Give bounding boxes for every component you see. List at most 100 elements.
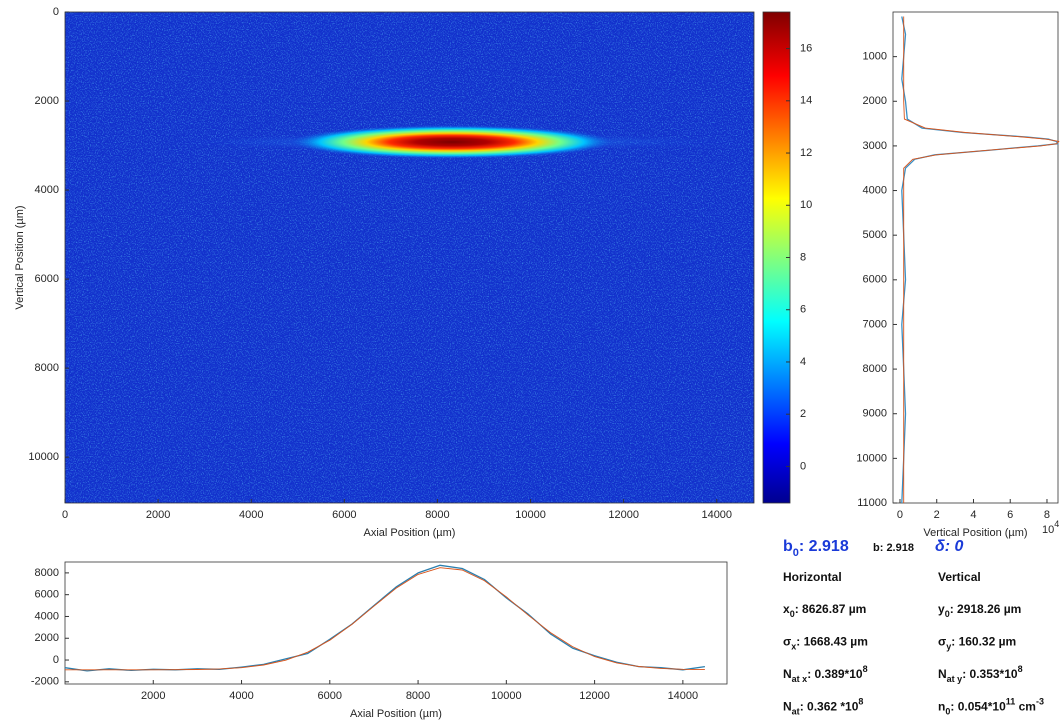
text-segment: : 0.353*10	[962, 667, 1018, 681]
x-tick-label: 2000	[146, 509, 170, 521]
y-tick-label: 6000	[863, 274, 887, 286]
text-segment: at	[792, 707, 800, 717]
y-tick-label: 10000	[856, 452, 887, 464]
colorbar-tick-label: 0	[800, 460, 806, 472]
text-segment: x	[791, 642, 796, 652]
heatmap-cloud	[287, 125, 617, 159]
y-tick-label: 11000	[857, 497, 887, 509]
b-value: b: 2.918	[873, 542, 914, 554]
x-tick-label: 4000	[229, 690, 253, 702]
y-axis-label: Vertical Position (µm)	[14, 205, 26, 309]
x-axis-label: Axial Position (µm)	[364, 527, 456, 539]
x-tick-label: 2	[934, 509, 940, 521]
text-segment: : 8626.87 µm	[795, 602, 867, 616]
x-tick-label: 6000	[318, 690, 342, 702]
x-tick-label: 8	[1044, 509, 1050, 521]
text-segment: y	[938, 602, 945, 616]
text-segment: : 0.389*10	[807, 667, 863, 681]
x-tick-label: 6000	[332, 509, 356, 521]
text-segment: 0	[945, 609, 950, 619]
y-tick-label: 2000	[863, 95, 887, 107]
x-tick-label: 10000	[491, 690, 522, 702]
y-tick-label: 10000	[28, 451, 59, 463]
heatmap-image	[65, 12, 754, 503]
x-tick-label: 8000	[406, 690, 430, 702]
y-tick-label: -2000	[31, 676, 59, 688]
delta-value: δ: 0	[935, 538, 964, 555]
fit-value: n0: 0.054*1011 cm-3	[938, 697, 1044, 717]
text-segment: 0	[790, 609, 795, 619]
text-segment: 8	[858, 697, 863, 707]
text-segment: at x	[792, 674, 808, 684]
x-tick-label: 4000	[239, 509, 263, 521]
y-tick-label: 5000	[863, 229, 887, 241]
colorbar-tick-label: 4	[800, 356, 806, 368]
text-segment: : 2.918	[799, 538, 849, 555]
colorbar-frame	[762, 11, 791, 504]
colorbar-tick-label: 16	[800, 42, 812, 54]
axis-multiplier: 104	[1042, 519, 1059, 536]
x-tick-label: 14000	[701, 509, 732, 521]
text-segment: 8	[1018, 664, 1023, 674]
y-tick-label: 9000	[863, 408, 887, 420]
fit-value: σy: 160.32 µm	[938, 635, 1016, 652]
text-segment: -3	[1036, 697, 1044, 707]
colorbar-tick-label: 14	[800, 95, 812, 107]
colorbar-tick-label: 2	[800, 408, 806, 420]
text-segment: 8	[863, 664, 868, 674]
y-tick-label: 8000	[863, 363, 887, 375]
colorbar-tick-label: 8	[800, 251, 806, 263]
y-tick-label: 8000	[35, 362, 59, 374]
plot-frame	[64, 11, 755, 504]
fit-value: Nat x: 0.389*108	[783, 664, 868, 684]
fit-value: x0: 8626.87 µm	[783, 602, 866, 619]
text-segment: : 2918.26 µm	[950, 602, 1022, 616]
profile-line	[903, 16, 1060, 503]
y-tick-label: 8000	[35, 567, 59, 579]
text-segment: N	[938, 667, 947, 681]
x-tick-label: 8000	[425, 509, 449, 521]
b0-value: b0: 2.918	[783, 538, 849, 559]
text-segment: n	[938, 700, 945, 714]
colorbar-tick-label: 12	[800, 147, 812, 159]
text-segment: 0	[793, 547, 799, 559]
x-axis-label: Vertical Position (µm)	[923, 527, 1027, 539]
x-axis-label: Axial Position (µm)	[350, 708, 442, 720]
text-segment: b	[783, 538, 793, 555]
text-segment: y	[946, 642, 951, 652]
x-tick-label: 0	[62, 509, 68, 521]
x-tick-label: 2000	[141, 690, 165, 702]
text-segment: σ	[783, 635, 791, 649]
fit-value: σx: 1668.43 µm	[783, 635, 868, 652]
column-title: Vertical	[938, 570, 981, 584]
text-segment: σ	[938, 635, 946, 649]
x-tick-label: 6	[1007, 509, 1013, 521]
profile-line	[65, 567, 705, 671]
text-segment: 11	[1006, 697, 1016, 707]
fit-value: y0: 2918.26 µm	[938, 602, 1021, 619]
fit-value: Nat: 0.362 *108	[783, 697, 863, 717]
text-segment: at y	[947, 674, 963, 684]
y-tick-label: 2000	[35, 95, 59, 107]
y-tick-label: 6000	[35, 273, 59, 285]
colorbar-tick-label: 6	[800, 304, 806, 316]
text-segment: x	[783, 602, 790, 616]
text-segment: cm	[1015, 700, 1036, 714]
text-segment: : 0.362 *10	[800, 700, 859, 714]
x-tick-label: 4	[970, 509, 976, 521]
x-tick-label: 12000	[579, 690, 610, 702]
y-tick-label: 4000	[863, 184, 887, 196]
text-segment: N	[783, 667, 792, 681]
y-tick-label: 4000	[35, 610, 59, 622]
heatmap-noise	[65, 12, 754, 503]
text-segment: 0	[945, 707, 950, 717]
plot-frame	[892, 11, 1059, 504]
y-tick-label: 0	[53, 6, 59, 18]
y-tick-label: 4000	[35, 184, 59, 196]
colorbar-tick-label: 10	[800, 199, 812, 211]
y-tick-label: 2000	[35, 632, 59, 644]
text-segment: 10	[1042, 524, 1054, 536]
x-tick-label: 0	[897, 509, 903, 521]
